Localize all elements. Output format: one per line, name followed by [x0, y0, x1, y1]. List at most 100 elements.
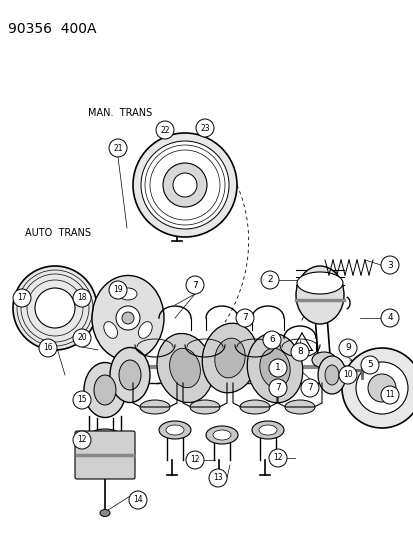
Text: 4: 4: [386, 313, 392, 322]
Text: 6: 6: [268, 335, 274, 344]
Circle shape: [163, 163, 206, 207]
Ellipse shape: [119, 360, 141, 390]
Circle shape: [268, 379, 286, 397]
Ellipse shape: [92, 276, 164, 360]
Text: 21: 21: [113, 143, 122, 152]
Circle shape: [290, 343, 308, 361]
Text: AUTO  TRANS: AUTO TRANS: [25, 228, 91, 238]
Text: 12: 12: [77, 435, 87, 445]
Text: 9: 9: [344, 343, 350, 352]
Circle shape: [195, 119, 214, 137]
Text: 23: 23: [200, 124, 209, 133]
Ellipse shape: [110, 348, 150, 402]
Text: 8: 8: [297, 348, 302, 357]
Ellipse shape: [169, 348, 200, 387]
Ellipse shape: [119, 288, 137, 300]
Circle shape: [367, 374, 395, 402]
Text: 3: 3: [386, 261, 392, 270]
Ellipse shape: [247, 333, 302, 403]
Text: 15: 15: [77, 395, 87, 405]
Circle shape: [116, 306, 140, 330]
Text: 7: 7: [192, 280, 197, 289]
Circle shape: [133, 133, 236, 237]
Ellipse shape: [206, 426, 237, 444]
Circle shape: [380, 386, 398, 404]
Ellipse shape: [84, 362, 126, 417]
Ellipse shape: [212, 430, 230, 440]
Circle shape: [268, 449, 286, 467]
Text: 90356  400A: 90356 400A: [8, 22, 96, 36]
Text: MAN.  TRANS: MAN. TRANS: [88, 108, 152, 118]
Ellipse shape: [190, 400, 219, 414]
Ellipse shape: [104, 321, 117, 338]
Circle shape: [260, 271, 278, 289]
Ellipse shape: [295, 266, 343, 324]
Text: 20: 20: [77, 334, 87, 343]
Ellipse shape: [311, 352, 335, 368]
Text: 17: 17: [17, 294, 27, 303]
Text: 7: 7: [275, 384, 280, 392]
Circle shape: [129, 491, 147, 509]
Circle shape: [73, 289, 91, 307]
Text: 13: 13: [213, 473, 222, 482]
Circle shape: [268, 359, 286, 377]
Circle shape: [235, 309, 254, 327]
Text: 7: 7: [306, 384, 312, 392]
Text: 11: 11: [385, 391, 394, 400]
Ellipse shape: [296, 272, 342, 294]
Ellipse shape: [157, 334, 213, 402]
Circle shape: [360, 356, 378, 374]
Text: 12: 12: [273, 454, 282, 463]
Circle shape: [341, 348, 413, 428]
Circle shape: [209, 469, 226, 487]
Ellipse shape: [259, 425, 276, 435]
Text: 5: 5: [366, 360, 372, 369]
Ellipse shape: [159, 421, 190, 439]
Circle shape: [13, 289, 31, 307]
Circle shape: [13, 266, 97, 350]
Circle shape: [73, 391, 91, 409]
Ellipse shape: [166, 425, 183, 435]
Ellipse shape: [202, 323, 257, 393]
Ellipse shape: [138, 321, 152, 338]
Circle shape: [300, 379, 318, 397]
Ellipse shape: [324, 365, 338, 385]
Ellipse shape: [259, 348, 290, 388]
Ellipse shape: [252, 421, 283, 439]
Ellipse shape: [284, 400, 314, 414]
Circle shape: [73, 329, 91, 347]
Ellipse shape: [317, 356, 345, 394]
Circle shape: [109, 139, 127, 157]
Text: 10: 10: [342, 370, 352, 379]
Text: 2: 2: [266, 276, 272, 285]
Text: 16: 16: [43, 343, 53, 352]
Circle shape: [39, 339, 57, 357]
FancyBboxPatch shape: [75, 431, 135, 479]
Circle shape: [35, 288, 75, 328]
Circle shape: [262, 331, 280, 349]
Circle shape: [355, 362, 407, 414]
Circle shape: [73, 431, 91, 449]
Ellipse shape: [214, 338, 244, 378]
Circle shape: [380, 309, 398, 327]
Circle shape: [185, 276, 204, 294]
Circle shape: [109, 281, 127, 299]
Circle shape: [173, 173, 197, 197]
Circle shape: [380, 256, 398, 274]
Text: 22: 22: [160, 125, 169, 134]
Circle shape: [338, 339, 356, 357]
Ellipse shape: [87, 429, 122, 447]
Ellipse shape: [94, 375, 116, 405]
Circle shape: [141, 141, 228, 229]
Text: 7: 7: [242, 313, 247, 322]
Text: 12: 12: [190, 456, 199, 464]
Circle shape: [185, 451, 204, 469]
Text: 19: 19: [113, 286, 123, 295]
Text: 14: 14: [133, 496, 142, 505]
Text: 18: 18: [77, 294, 87, 303]
Circle shape: [156, 121, 173, 139]
Circle shape: [338, 366, 356, 384]
Ellipse shape: [240, 400, 269, 414]
Text: 1: 1: [275, 364, 280, 373]
Circle shape: [122, 312, 134, 324]
